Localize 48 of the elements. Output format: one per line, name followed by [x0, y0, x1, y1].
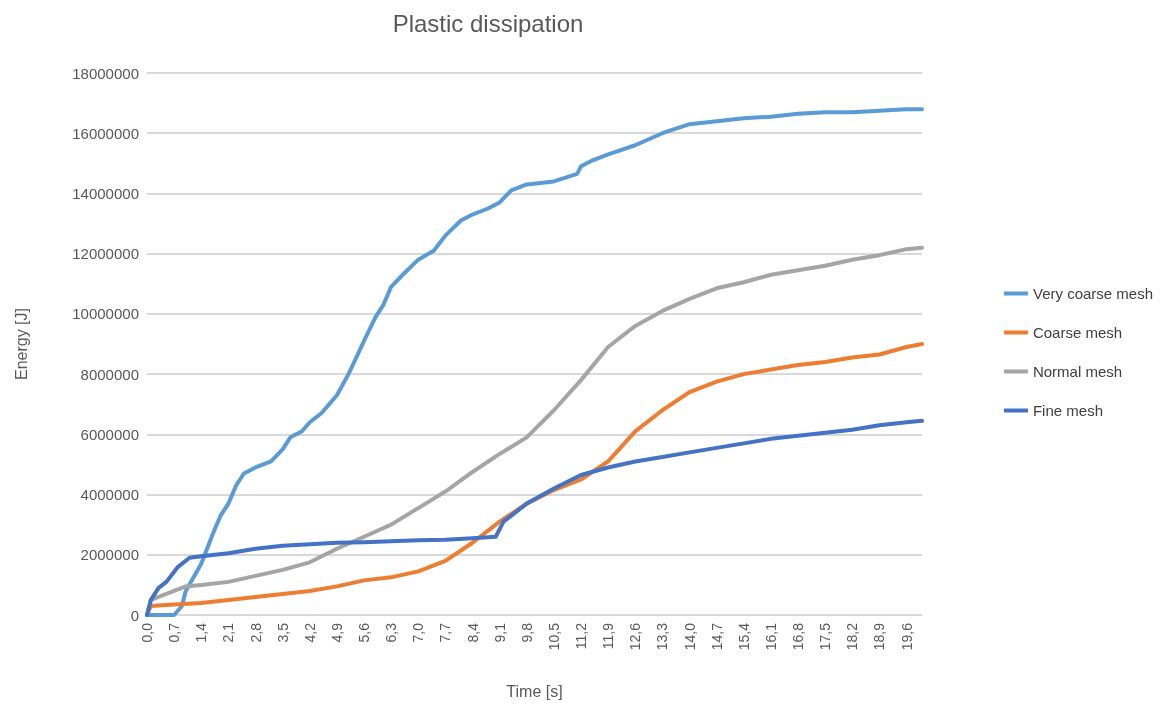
x-tick-label: 9,8 — [518, 622, 535, 643]
chart-title: Plastic dissipation — [392, 9, 584, 37]
x-tick-label: 5,6 — [356, 622, 372, 643]
y-tick-label: 12000000 — [72, 245, 139, 263]
x-tick-label: 14,0 — [681, 622, 698, 651]
x-axis-title: Time [s] — [506, 682, 563, 700]
y-tick-label: 6000000 — [80, 425, 139, 443]
line-series — [145, 107, 924, 617]
x-tick-label: 13,3 — [654, 622, 671, 651]
x-tick-label: 3,5 — [274, 622, 291, 643]
y-tick-label: 2000000 — [80, 546, 139, 564]
x-tick-label: 10,5 — [545, 622, 562, 651]
x-tick-label: 4,2 — [301, 622, 318, 643]
x-tick-label: 1,4 — [193, 622, 210, 643]
y-tick-label: 4000000 — [80, 486, 139, 504]
x-tick-label: 12,6 — [627, 622, 644, 651]
legend-label: Very coarse mesh — [1032, 285, 1154, 302]
x-tick-label: 15,4 — [735, 622, 752, 651]
x-tick-label: 16,1 — [762, 622, 779, 651]
y-tick-label: 16000000 — [72, 124, 139, 142]
legend-label: Coarse mesh — [1032, 324, 1123, 341]
x-tick-label: 19,6 — [898, 622, 915, 651]
x-tick-label: 11,2 — [573, 622, 589, 650]
x-tick-label: 4,9 — [328, 622, 345, 643]
x-tick-label: 6,3 — [383, 622, 400, 643]
y-tick-label: 18000000 — [72, 64, 139, 82]
x-tick-label: 7,7 — [437, 622, 454, 643]
legend-label: Normal mesh — [1032, 363, 1123, 380]
x-tick-label: 9,1 — [491, 622, 508, 643]
x-tick-label: 2,1 — [220, 622, 237, 643]
x-tick-label: 0,0 — [139, 622, 155, 643]
x-tick-label: 7,0 — [410, 622, 427, 643]
x-tick-label: 18,9 — [871, 622, 888, 651]
x-tick-label: 17,5 — [817, 622, 834, 651]
x-tick-label: 18,2 — [844, 622, 861, 651]
x-tick-label: 14,7 — [708, 622, 725, 651]
x-tick-label: 2,8 — [247, 622, 264, 643]
x-tick-label: 0,7 — [166, 622, 183, 643]
y-tick-label: 8000000 — [80, 365, 139, 383]
x-tick-label: 8,4 — [464, 622, 481, 643]
y-tick-label: 14000000 — [72, 184, 139, 202]
y-axis-title: Energy [J] — [12, 307, 30, 381]
y-tick-label: 0 — [130, 606, 139, 624]
line-series — [145, 418, 924, 617]
legend-label: Fine mesh — [1032, 402, 1103, 419]
y-tick-label: 10000000 — [72, 305, 139, 323]
x-tick-label: 11,9 — [600, 622, 617, 650]
x-tick-label: 16,8 — [790, 622, 806, 651]
